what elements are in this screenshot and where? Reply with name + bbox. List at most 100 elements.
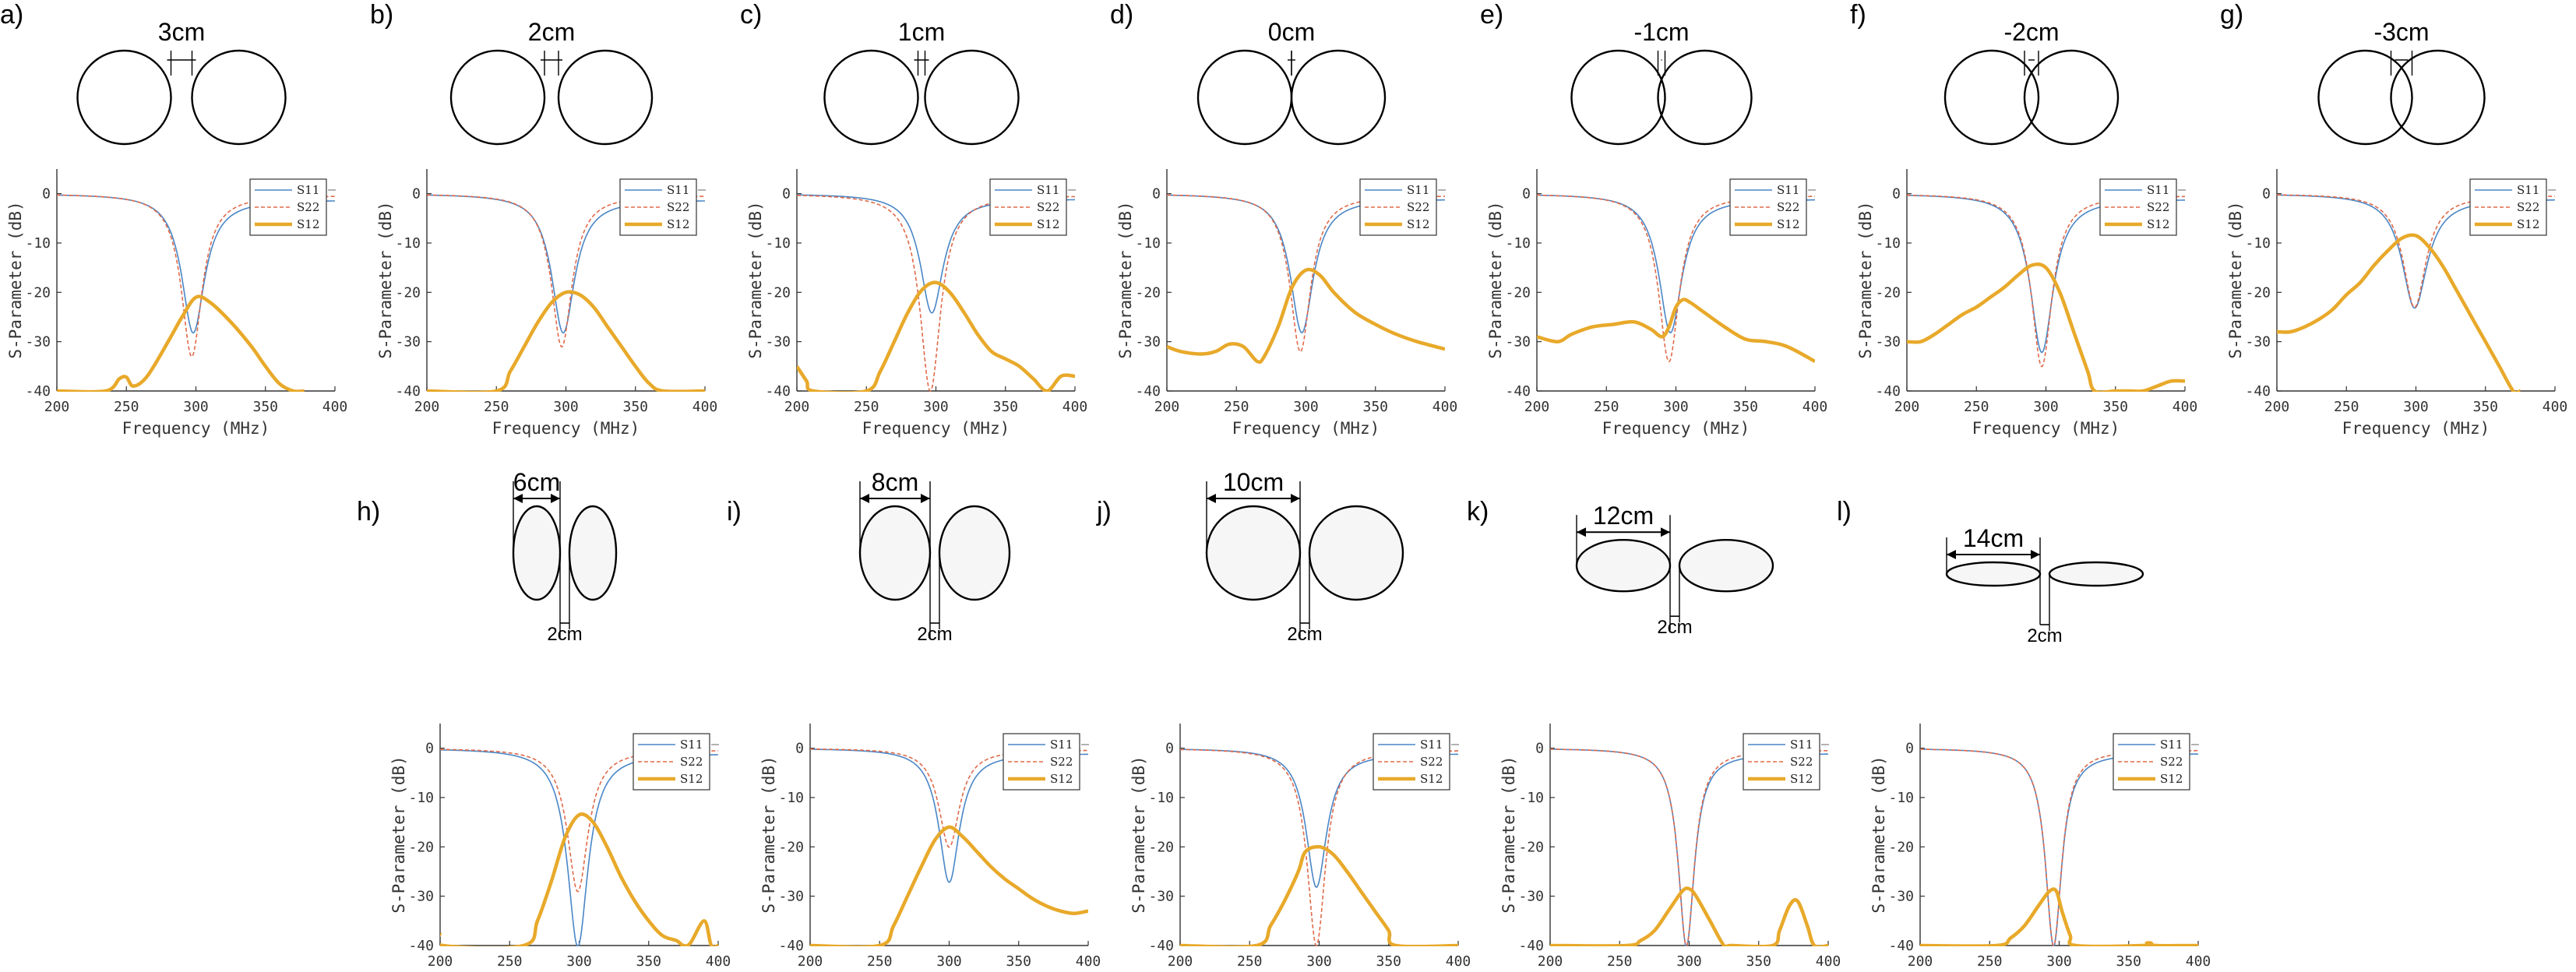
y-tick-label: -30 — [1505, 334, 1531, 350]
legend: S11 S22 S12 — [989, 178, 1067, 236]
y-tick-label: -30 — [778, 889, 804, 905]
series-s12-line — [57, 294, 305, 392]
coil-left — [1570, 49, 1666, 146]
y-tick-label: -10 — [408, 790, 434, 806]
x-axis-label: Frequency (MHz) — [492, 419, 640, 438]
y-tick-label: -40 — [408, 938, 434, 954]
coil-right — [568, 505, 618, 601]
y-axis-label: S-Parameter (dB) — [389, 755, 408, 913]
dim-label: 14cm — [1963, 524, 2024, 552]
y-tick-label: 0 — [1535, 741, 1544, 757]
y-tick-label: 0 — [1522, 186, 1531, 202]
y-tick-label: -20 — [25, 284, 51, 301]
legend-label-s12: S12 — [667, 217, 689, 231]
legend: S11 S22 S12 — [249, 178, 327, 236]
chart-1: 200 250 300 350 400 0 -10 -20 -30 -40 Frequency (M… — [6, 169, 347, 438]
legend-label-s11: S11 — [1790, 738, 1813, 752]
geometry-1: 3cm — [76, 18, 287, 146]
x-tick-label: 400 — [2186, 953, 2211, 970]
coil-right — [1678, 539, 1774, 593]
legend-label-s12: S12 — [1407, 217, 1429, 231]
y-tick-label: -30 — [765, 334, 791, 350]
y-tick-label: -40 — [2245, 383, 2271, 400]
coil-left — [1943, 49, 2040, 146]
dim-label: 10cm — [1223, 468, 1284, 496]
x-tick-label: 200 — [414, 399, 440, 415]
x-tick-label: 250 — [484, 399, 509, 415]
x-tick-label: 200 — [1894, 399, 1920, 415]
x-tick-label: 400 — [1062, 399, 1088, 415]
legend-label-s22: S22 — [1777, 200, 1799, 214]
dim-arrowhead-left — [1947, 550, 1956, 559]
dim-label: 3cm — [158, 18, 205, 46]
x-tick-label: 200 — [44, 399, 70, 415]
coil-right — [938, 505, 1011, 601]
legend-label-s22: S22 — [297, 200, 319, 214]
x-tick-label: 250 — [1594, 399, 1619, 415]
y-tick-label: -40 — [25, 383, 51, 400]
y-tick-label: -40 — [778, 938, 804, 954]
legend-label-s11: S11 — [2160, 738, 2183, 752]
y-axis-label: S-Parameter (dB) — [2226, 201, 2245, 358]
y-tick-label: -40 — [1518, 938, 1544, 954]
coil-left — [823, 49, 919, 146]
dim-arrowhead-left — [1207, 494, 1216, 503]
x-tick-label: 350 — [2102, 399, 2128, 415]
y-tick-label: 0 — [412, 186, 421, 202]
geometry-8: 6cm 2cm — [512, 468, 618, 645]
legend-label-s12: S12 — [2147, 217, 2169, 231]
y-tick-label: -20 — [395, 284, 421, 301]
y-axis-label: S-Parameter (dB) — [759, 755, 778, 913]
legend-label-s11: S11 — [1777, 183, 1799, 197]
dim-label: 8cm — [872, 468, 918, 496]
legend-label-s22: S22 — [680, 755, 703, 769]
legend-label-s11: S11 — [297, 183, 319, 197]
x-tick-label: 350 — [992, 399, 1018, 415]
x-tick-label: 400 — [322, 399, 348, 415]
x-tick-label: 300 — [1293, 399, 1319, 415]
chart-5: 200 250 300 350 400 0 -10 -20 -30 -40 Frequency (M… — [1486, 169, 1827, 438]
legend-label-s12: S12 — [297, 217, 319, 231]
coil-right — [1290, 49, 1387, 146]
chart-6: 200 250 300 350 400 0 -10 -20 -30 -40 Frequency (M… — [1856, 169, 2197, 438]
y-tick-label: -10 — [2245, 235, 2271, 252]
y-tick-label: -30 — [1518, 889, 1544, 905]
series-s12-line — [1537, 298, 1815, 363]
series-s12-line — [1550, 886, 1828, 946]
coil-right — [1657, 49, 1753, 146]
y-tick-label: -10 — [1888, 790, 1914, 806]
coil-right — [557, 49, 654, 146]
y-tick-label: -10 — [395, 235, 421, 252]
x-tick-label: 400 — [1076, 953, 1101, 970]
coil-left — [1575, 539, 1672, 593]
legend: S11 S22 S12 — [2099, 178, 2177, 236]
geometry-4: 0cm — [1196, 18, 1387, 146]
x-axis-label: Frequency (MHz) — [122, 419, 270, 438]
legend-label-s12: S12 — [1777, 217, 1799, 231]
legend-label-s12: S12 — [1420, 772, 1443, 786]
x-tick-label: 300 — [2403, 399, 2429, 415]
legend: S11 S22 S12 — [1003, 733, 1080, 791]
series-s22-line — [1537, 194, 1815, 363]
y-tick-label: -30 — [395, 334, 421, 350]
geometry-3: 1cm — [823, 18, 1020, 146]
y-tick-label: -40 — [1505, 383, 1531, 400]
x-tick-label: 300 — [923, 399, 949, 415]
y-axis-label: S-Parameter (dB) — [746, 201, 765, 358]
coil-left — [1205, 505, 1302, 601]
dim-arrowhead-right — [2031, 550, 2040, 559]
legend: S11 S22 S12 — [1359, 178, 1437, 236]
y-tick-label: 0 — [42, 186, 51, 202]
series-s12-line — [810, 825, 1088, 946]
y-tick-label: -20 — [765, 284, 791, 301]
y-tick-label: -30 — [1148, 889, 1174, 905]
dim-label: 12cm — [1593, 502, 1654, 530]
legend-label-s12: S12 — [2517, 217, 2539, 231]
legend-label-s22: S22 — [1050, 755, 1073, 769]
y-tick-label: -10 — [1505, 235, 1531, 252]
x-tick-label: 350 — [1006, 953, 1031, 970]
geometry-11: 12cm 2cm — [1575, 502, 1774, 638]
